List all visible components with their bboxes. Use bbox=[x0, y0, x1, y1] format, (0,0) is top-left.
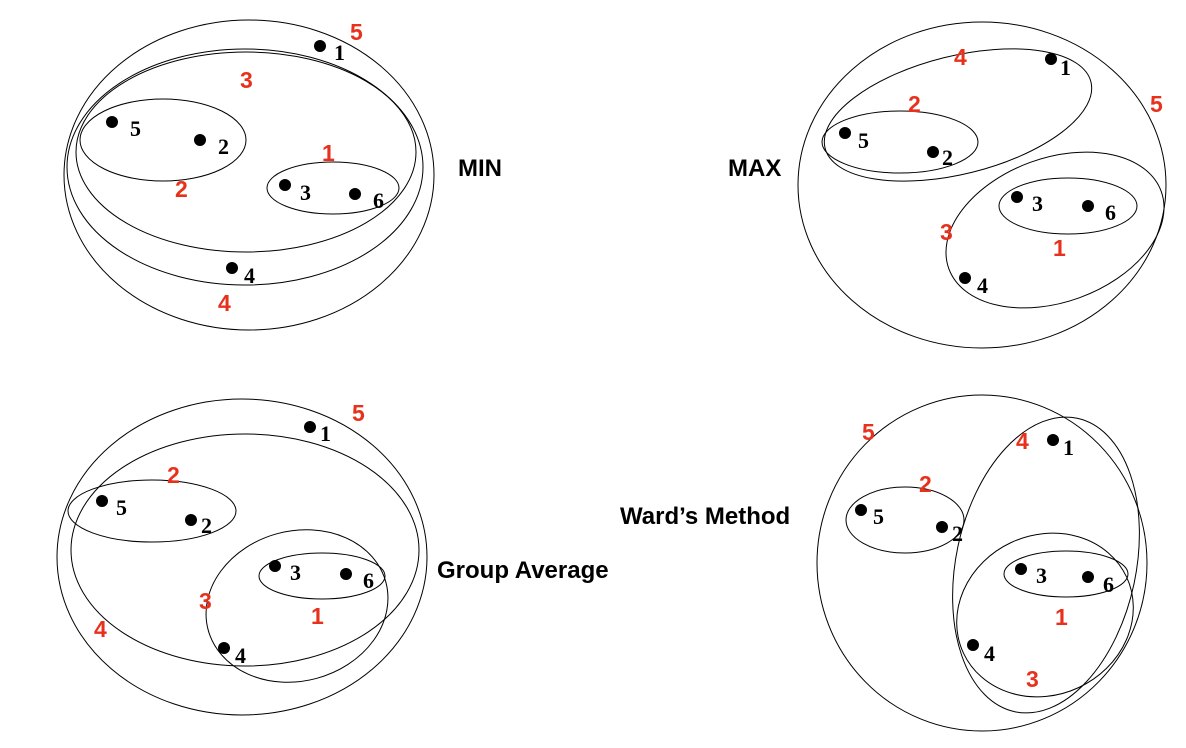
merge-order-label: 4 bbox=[1016, 428, 1029, 454]
point-label: 5 bbox=[873, 504, 884, 529]
point-label: 1 bbox=[334, 40, 345, 65]
cluster-outer bbox=[56, 398, 428, 716]
merge-order-label: 2 bbox=[919, 471, 932, 497]
data-point bbox=[1045, 53, 1057, 65]
point-label: 5 bbox=[116, 495, 127, 520]
merge-order-label: 2 bbox=[908, 91, 921, 117]
data-point bbox=[185, 514, 197, 526]
merge-order-label: 4 bbox=[954, 44, 967, 70]
point-label: 4 bbox=[984, 641, 995, 666]
data-point bbox=[959, 272, 971, 284]
point-label: 4 bbox=[244, 263, 255, 288]
point-label: 4 bbox=[235, 643, 246, 668]
data-point bbox=[1082, 200, 1094, 212]
data-point bbox=[839, 127, 851, 139]
data-point bbox=[194, 134, 206, 146]
point-label: 3 bbox=[290, 560, 301, 585]
cluster-3-6-4 bbox=[205, 529, 389, 683]
merge-order-label: 1 bbox=[1055, 604, 1068, 630]
point-label: 1 bbox=[320, 421, 331, 446]
data-point bbox=[967, 639, 979, 651]
merge-order-label: 2 bbox=[167, 462, 180, 488]
merge-order-label: 5 bbox=[862, 419, 875, 445]
data-point bbox=[1047, 434, 1059, 446]
cluster-3-6-4 bbox=[956, 532, 1134, 698]
cluster-large bbox=[70, 433, 420, 667]
point-label: 3 bbox=[300, 180, 311, 205]
method-label-ward: Ward’s Method bbox=[620, 503, 790, 530]
point-label: 6 bbox=[363, 568, 374, 593]
cluster-3-6 bbox=[266, 161, 400, 215]
point-label: 4 bbox=[977, 273, 988, 298]
cluster-1-5-2 bbox=[823, 48, 1093, 182]
merge-order-label: 1 bbox=[311, 603, 324, 629]
point-label: 2 bbox=[218, 134, 229, 159]
point-label: 5 bbox=[858, 128, 869, 153]
cluster-outer bbox=[63, 19, 435, 331]
method-label-min: MIN bbox=[458, 155, 502, 182]
point-label: 3 bbox=[1036, 563, 1047, 588]
data-point bbox=[855, 504, 867, 516]
data-point bbox=[349, 188, 361, 200]
data-point bbox=[1011, 191, 1023, 203]
data-point bbox=[1015, 563, 1027, 575]
point-label: 1 bbox=[1063, 435, 1074, 460]
point-label: 6 bbox=[1105, 200, 1116, 225]
merge-order-label: 5 bbox=[1150, 91, 1163, 117]
point-label: 2 bbox=[201, 513, 212, 538]
merge-order-label: 5 bbox=[350, 19, 363, 45]
merge-order-label: 4 bbox=[218, 290, 231, 316]
point-label: 3 bbox=[1032, 191, 1043, 216]
method-label-group-average: Group Average bbox=[437, 557, 609, 584]
cluster-3-6 bbox=[1003, 550, 1129, 598]
cluster-3-6 bbox=[258, 552, 386, 600]
panel-group-average: 1 5 2 3 6 4 5 2 3 1 4 Group Average bbox=[56, 398, 609, 716]
data-point bbox=[936, 521, 948, 533]
data-point bbox=[226, 262, 238, 274]
cluster-outer bbox=[797, 21, 1167, 349]
merge-order-label: 1 bbox=[322, 140, 335, 166]
merge-order-label: 3 bbox=[940, 219, 953, 245]
merge-order-label: 4 bbox=[94, 616, 107, 642]
method-label-max: MAX bbox=[728, 155, 781, 182]
merge-order-label: 3 bbox=[240, 67, 253, 93]
point-label: 2 bbox=[952, 521, 963, 546]
cluster-5-2 bbox=[67, 479, 237, 543]
cluster-3-6-4 bbox=[945, 151, 1165, 309]
point-label: 2 bbox=[942, 145, 953, 170]
cluster-large bbox=[66, 48, 424, 286]
merge-order-label: 3 bbox=[199, 588, 212, 614]
cluster-3-6 bbox=[998, 177, 1138, 235]
panel-ward: 1 5 2 3 6 4 5 4 2 1 3 Ward’s Method bbox=[620, 394, 1148, 732]
data-point bbox=[304, 421, 316, 433]
merge-order-label: 2 bbox=[175, 176, 188, 202]
panel-min: 1 5 2 3 6 4 5 3 2 1 4 MIN bbox=[63, 19, 502, 331]
data-point bbox=[269, 560, 281, 572]
merge-order-label: 3 bbox=[1026, 666, 1039, 692]
data-point bbox=[927, 146, 939, 158]
data-point bbox=[314, 40, 326, 52]
data-point bbox=[218, 642, 230, 654]
panel-max: 1 5 2 3 6 4 4 2 5 3 1 MAX bbox=[728, 21, 1167, 349]
point-label: 6 bbox=[373, 188, 384, 213]
point-label: 1 bbox=[1060, 55, 1071, 80]
cluster-5-2 bbox=[79, 98, 247, 182]
data-point bbox=[96, 495, 108, 507]
data-point bbox=[1082, 571, 1094, 583]
data-point bbox=[340, 568, 352, 580]
point-label: 5 bbox=[130, 116, 141, 141]
cluster-5-2 bbox=[845, 486, 965, 554]
data-point bbox=[106, 116, 118, 128]
cluster-outer bbox=[816, 394, 1148, 732]
cluster-mid bbox=[75, 51, 417, 253]
cluster-1-3-6-4 bbox=[952, 416, 1140, 714]
data-point bbox=[279, 179, 291, 191]
point-label: 6 bbox=[1103, 572, 1114, 597]
merge-order-label: 1 bbox=[1053, 235, 1066, 261]
merge-order-label: 5 bbox=[352, 400, 365, 426]
cluster-5-2 bbox=[821, 110, 979, 174]
